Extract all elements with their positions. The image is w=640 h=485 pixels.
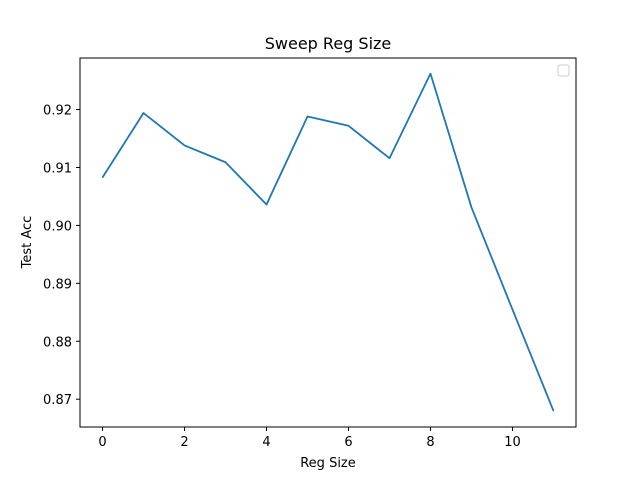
series-layer (101, 72, 555, 412)
x-tick-label: 4 (262, 435, 270, 450)
x-tick-label: 10 (504, 435, 521, 450)
series-line (101, 72, 555, 412)
ticks-layer: 0 2 4 6 8 10 0.87 0.88 0.89 0.90 0.91 0.92 (43, 104, 521, 450)
data-point (470, 206, 473, 209)
plot-area (80, 58, 576, 427)
y-tick-label: 0.87 (43, 393, 72, 408)
data-point (552, 410, 555, 412)
x-tick-label: 0 (98, 435, 106, 450)
data-point (429, 73, 432, 75)
y-tick-label: 0.92 (43, 104, 72, 119)
x-axis-label: Reg Size (300, 456, 356, 471)
data-point (347, 125, 350, 127)
legend-box (557, 64, 570, 77)
data-point (101, 176, 104, 178)
x-tick-label: 6 (344, 435, 352, 450)
y-axis-label: Test Acc (20, 216, 35, 270)
data-point (265, 203, 268, 206)
y-tick-label: 0.91 (43, 161, 72, 176)
data-point (388, 157, 391, 159)
y-tick-label: 0.90 (43, 219, 72, 234)
data-point (142, 112, 145, 114)
x-tick-label: 8 (426, 435, 434, 450)
data-point (306, 115, 309, 118)
data-point (224, 161, 227, 163)
plot-frame (79, 57, 577, 428)
y-tick-label: 0.88 (43, 335, 72, 350)
data-point (183, 144, 186, 147)
x-tick-label: 2 (180, 435, 188, 450)
y-tick-label: 0.89 (43, 277, 72, 292)
data-point (511, 308, 514, 311)
chart-title: Sweep Reg Size (265, 34, 392, 53)
